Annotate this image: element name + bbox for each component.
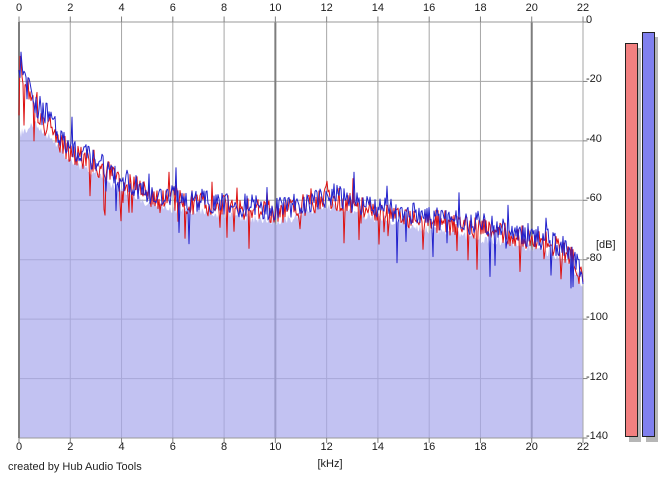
x-tick-label-bottom: 6 [169, 441, 176, 453]
x-tick-label-top: 16 [423, 2, 436, 14]
x-tick-label-bottom: 16 [423, 441, 436, 453]
x-tick-label-top: 20 [525, 2, 538, 14]
x-tick-label-top: 18 [474, 2, 487, 14]
x-tick-label-bottom: 12 [320, 441, 333, 453]
trace-left-channel [18, 55, 584, 284]
y-tick-label: -80 [586, 251, 602, 264]
x-tick-label-top: 6 [169, 2, 176, 14]
x-tick-label-bottom: 2 [67, 441, 74, 453]
level-meter-right [642, 32, 655, 437]
y-tick-label: -120 [586, 370, 609, 383]
x-tick-label-bottom: 4 [118, 441, 125, 453]
y-axis-unit-label: [dB] [596, 239, 616, 251]
x-tick-label-top: 10 [269, 2, 282, 14]
y-tick-label: -20 [586, 73, 602, 86]
x-tick-label-top: 8 [221, 2, 228, 14]
x-tick-label-bottom: 8 [221, 441, 228, 453]
x-tick-label-top: 4 [118, 2, 125, 14]
y-tick-label: -60 [586, 192, 602, 205]
trace-right-channel [18, 51, 584, 289]
x-tick-label-top: 14 [371, 2, 385, 14]
x-axis-unit-label: [kHz] [317, 458, 343, 470]
fill-area [19, 120, 583, 439]
x-tick-label-top: 0 [15, 2, 23, 14]
x-tick-label-bottom: 20 [525, 441, 538, 453]
x-tick-label-top: 12 [320, 2, 333, 14]
x-tick-label-bottom: 10 [269, 441, 282, 453]
y-tick-label: -140 [586, 430, 609, 442]
x-tick-label-top: 22 [576, 2, 590, 14]
credit-text: created by Hub Audio Tools [8, 461, 142, 473]
x-tick-label-bottom: 0 [15, 441, 23, 453]
x-tick-label-bottom: 14 [371, 441, 385, 453]
y-tick-label: -40 [586, 132, 602, 145]
y-tick-label: -100 [586, 311, 609, 324]
x-tick-label-bottom: 18 [474, 441, 487, 453]
x-tick-label-top: 2 [67, 2, 74, 14]
x-tick-label-bottom: 22 [576, 441, 590, 453]
level-meter-left [625, 42, 638, 437]
y-tick-label: 0 [586, 14, 593, 26]
